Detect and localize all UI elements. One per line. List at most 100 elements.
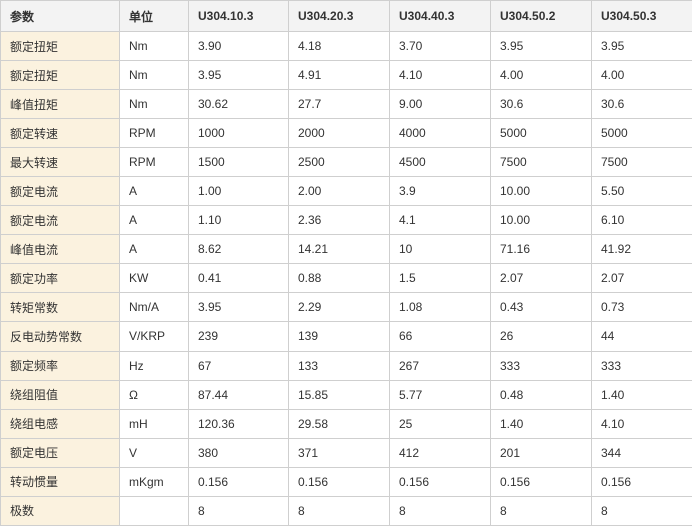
value-cell: 2.36 (288, 205, 390, 236)
value-cell: 7500 (490, 147, 592, 178)
value-cell: 6.10 (591, 205, 692, 236)
value-cell: 2000 (288, 118, 390, 149)
value-cell: 87.44 (188, 379, 289, 410)
value-cell: 0.156 (490, 466, 592, 497)
header-row: 参数 单位 U304.10.3 U304.20.3 U304.40.3 U304… (0, 0, 692, 32)
value-cell: 4.1 (389, 205, 491, 236)
value-cell: 267 (389, 350, 491, 381)
value-cell: 4000 (389, 118, 491, 149)
value-cell: 8 (188, 495, 289, 526)
value-cell: 0.43 (490, 292, 592, 323)
value-cell: 14.21 (288, 234, 390, 265)
value-cell: 344 (591, 437, 692, 468)
value-cell: 1.5 (389, 263, 491, 294)
value-cell: 2.29 (288, 292, 390, 323)
value-cell: 27.7 (288, 89, 390, 120)
table-row: 最大转速 RPM 1500 2500 4500 7500 7500 (0, 147, 692, 178)
value-cell: 8.62 (188, 234, 289, 265)
value-cell: 0.156 (389, 466, 491, 497)
unit-cell: V/KRP (119, 321, 189, 352)
unit-cell: mH (119, 408, 189, 439)
value-cell: 30.6 (490, 89, 592, 120)
value-cell: 1500 (188, 147, 289, 178)
value-cell: 4.00 (490, 60, 592, 91)
value-cell: 2.07 (490, 263, 592, 294)
unit-cell: Nm/A (119, 292, 189, 323)
parameter-name-cell: 峰值电流 (0, 234, 120, 265)
value-cell: 0.88 (288, 263, 390, 294)
value-cell: 29.58 (288, 408, 390, 439)
value-cell: 10.00 (490, 176, 592, 207)
value-cell: 0.41 (188, 263, 289, 294)
unit-cell: RPM (119, 118, 189, 149)
table-row: 额定扭矩 Nm 3.90 4.18 3.70 3.95 3.95 (0, 30, 692, 62)
value-cell: 67 (188, 350, 289, 381)
parameter-name-cell: 额定扭矩 (0, 60, 120, 91)
value-cell: 66 (389, 321, 491, 352)
value-cell: 1.00 (188, 176, 289, 207)
unit-cell: Nm (119, 60, 189, 91)
value-cell: 8 (389, 495, 491, 526)
unit-cell: Ω (119, 379, 189, 410)
table-row: 额定电流 A 1.00 2.00 3.9 10.00 5.50 (0, 176, 692, 207)
table-row: 绕组阻值 Ω 87.44 15.85 5.77 0.48 1.40 (0, 379, 692, 410)
parameter-name-cell: 额定功率 (0, 263, 120, 294)
parameter-name-cell: 额定电流 (0, 205, 120, 236)
value-cell: 5.77 (389, 379, 491, 410)
value-cell: 5.50 (591, 176, 692, 207)
value-cell: 4.18 (288, 30, 390, 62)
value-cell: 333 (490, 350, 592, 381)
unit-cell: A (119, 176, 189, 207)
parameter-name-cell: 额定电流 (0, 176, 120, 207)
parameter-name-cell: 反电动势常数 (0, 321, 120, 352)
value-cell: 4.10 (389, 60, 491, 91)
table-row: 额定功率 KW 0.41 0.88 1.5 2.07 2.07 (0, 263, 692, 294)
value-cell: 371 (288, 437, 390, 468)
value-cell: 2500 (288, 147, 390, 178)
value-cell: 71.16 (490, 234, 592, 265)
header-model: U304.20.3 (288, 0, 390, 32)
value-cell: 3.90 (188, 30, 289, 62)
value-cell: 0.156 (188, 466, 289, 497)
value-cell: 25 (389, 408, 491, 439)
header-model: U304.40.3 (389, 0, 491, 32)
value-cell: 10.00 (490, 205, 592, 236)
value-cell: 4.10 (591, 408, 692, 439)
value-cell: 412 (389, 437, 491, 468)
header-unit: 单位 (119, 0, 189, 32)
value-cell: 1.10 (188, 205, 289, 236)
parameter-name-cell: 额定电压 (0, 437, 120, 468)
value-cell: 7500 (591, 147, 692, 178)
table-row: 额定电流 A 1.10 2.36 4.1 10.00 6.10 (0, 205, 692, 236)
table-row: 额定频率 Hz 67 133 267 333 333 (0, 350, 692, 381)
value-cell: 2.07 (591, 263, 692, 294)
value-cell: 3.95 (188, 60, 289, 91)
value-cell: 15.85 (288, 379, 390, 410)
header-model: U304.50.2 (490, 0, 592, 32)
value-cell: 44 (591, 321, 692, 352)
unit-cell: Nm (119, 89, 189, 120)
value-cell: 4.00 (591, 60, 692, 91)
parameter-name-cell: 峰值扭矩 (0, 89, 120, 120)
value-cell: 9.00 (389, 89, 491, 120)
value-cell: 5000 (591, 118, 692, 149)
table-row: 绕组电感 mH 120.36 29.58 25 1.40 4.10 (0, 408, 692, 439)
unit-cell: A (119, 234, 189, 265)
header-model: U304.10.3 (188, 0, 289, 32)
parameter-name-cell: 额定频率 (0, 350, 120, 381)
value-cell: 1.40 (490, 408, 592, 439)
value-cell: 380 (188, 437, 289, 468)
parameter-name-cell: 绕组阻值 (0, 379, 120, 410)
parameter-name-cell: 转矩常数 (0, 292, 120, 323)
unit-cell: Hz (119, 350, 189, 381)
table-body: 额定扭矩 Nm 3.90 4.18 3.70 3.95 3.95 额定扭矩 Nm 3.95 4.91… (0, 30, 692, 526)
unit-cell: mKgm (119, 466, 189, 497)
value-cell: 3.95 (490, 30, 592, 62)
value-cell: 2.00 (288, 176, 390, 207)
value-cell: 3.95 (591, 30, 692, 62)
value-cell: 26 (490, 321, 592, 352)
value-cell: 0.48 (490, 379, 592, 410)
unit-cell: RPM (119, 147, 189, 178)
table-row: 反电动势常数 V/KRP 239 139 66 26 44 (0, 321, 692, 352)
